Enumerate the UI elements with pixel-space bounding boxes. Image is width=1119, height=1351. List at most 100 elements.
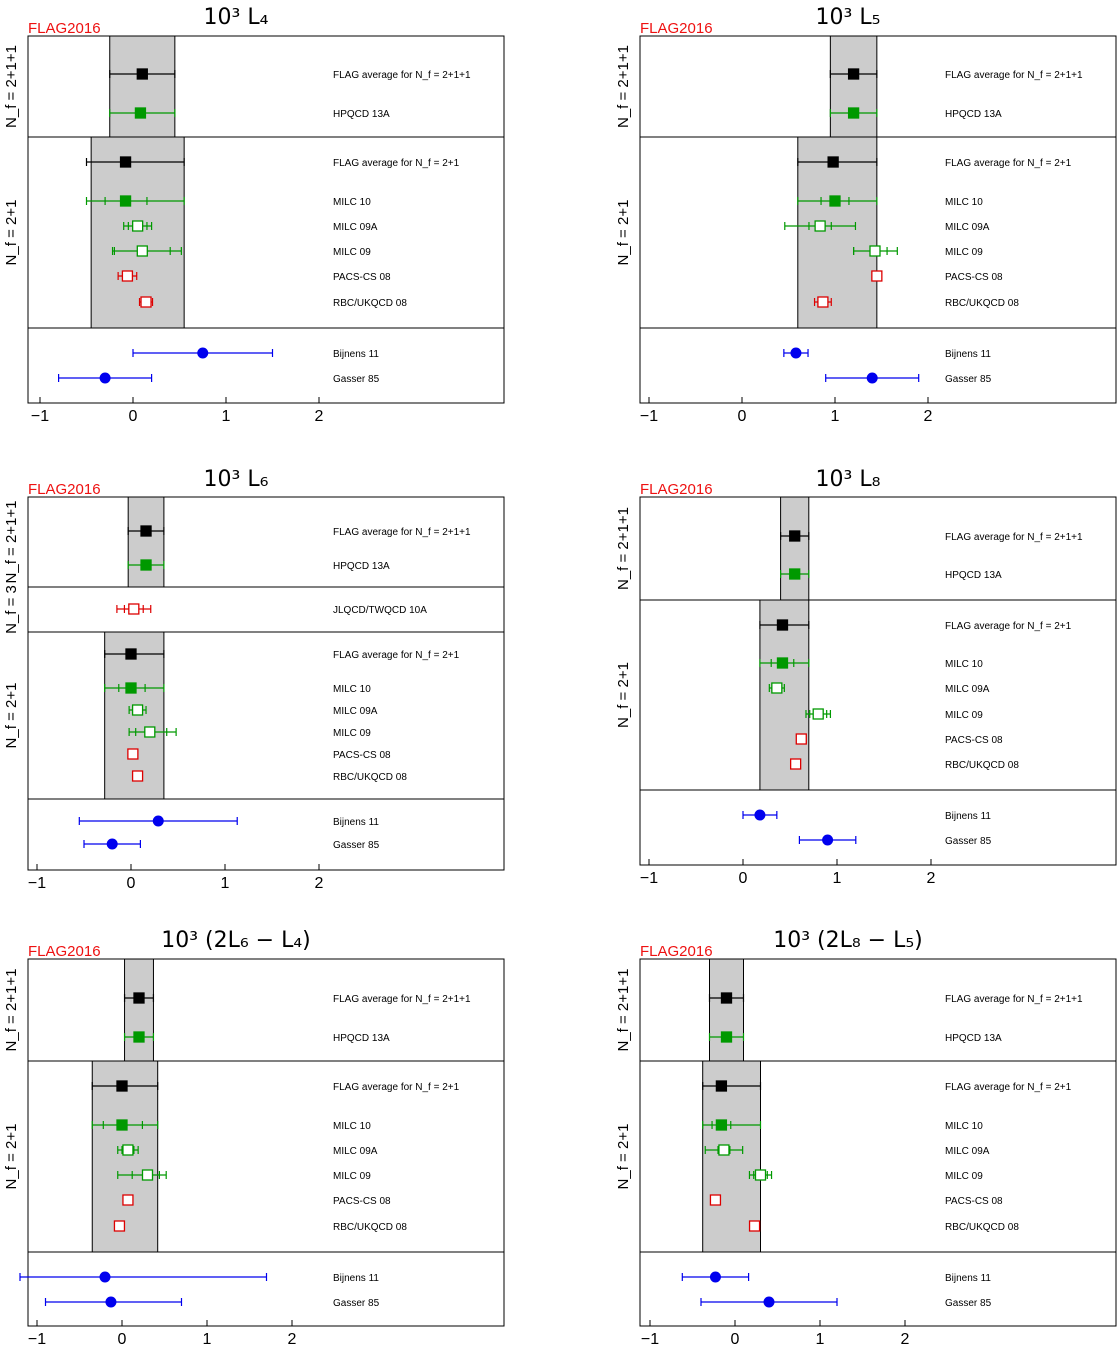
study-label: MILC 10 bbox=[333, 197, 371, 208]
x-tick-label: 0 bbox=[129, 408, 138, 425]
data-point bbox=[152, 815, 164, 827]
plot-frame bbox=[639, 496, 1117, 866]
data-point bbox=[127, 748, 139, 760]
study-label: HPQCD 13A bbox=[333, 1033, 390, 1044]
study-label: MILC 10 bbox=[945, 659, 983, 670]
study-label: PACS-CS 08 bbox=[333, 750, 391, 761]
panel-5: FLAG2016 10³ (2L₆ − L₄) −1 0 1 2 N_f = 2+1+1 N_… bbox=[3, 928, 505, 1348]
study-label: FLAG average for N_f = 2+1 bbox=[945, 158, 1072, 169]
study-label: PACS-CS 08 bbox=[945, 735, 1003, 746]
data-point bbox=[795, 733, 807, 745]
data-point bbox=[812, 708, 824, 720]
study-label: FLAG average for N_f = 2+1 bbox=[333, 158, 460, 169]
data-point bbox=[122, 1144, 134, 1156]
data-point bbox=[119, 195, 132, 207]
data-point bbox=[776, 619, 789, 631]
panel-1: FLAG2016 10³ L₄ −1 0 1 2 N_f = 2+1+1 N_f = 2+1 F… bbox=[3, 5, 505, 425]
study-label: MILC 10 bbox=[333, 684, 371, 695]
plot-frame bbox=[27, 958, 505, 1327]
group-label: N_f = 2+1+1 bbox=[3, 45, 20, 128]
data-point bbox=[822, 834, 834, 846]
study-label: Bijnens 11 bbox=[333, 817, 379, 828]
average-band bbox=[780, 496, 810, 601]
study-label: MILC 10 bbox=[945, 197, 983, 208]
data-point bbox=[715, 1080, 728, 1092]
study-label: FLAG average for N_f = 2+1+1 bbox=[333, 527, 471, 538]
data-point bbox=[140, 525, 152, 537]
study-label: FLAG average for N_f = 2+1+1 bbox=[333, 994, 471, 1005]
average-band bbox=[90, 136, 185, 329]
study-label: RBC/UKQCD 08 bbox=[945, 1222, 1019, 1233]
panel-title: 10³ L₄ bbox=[204, 5, 269, 30]
panel-title: 10³ (2L₆ − L₄) bbox=[161, 928, 311, 953]
data-point bbox=[789, 568, 801, 580]
study-label: FLAG average for N_f = 2+1+1 bbox=[945, 70, 1083, 81]
x-tick-label: 1 bbox=[831, 408, 840, 425]
panel-3: FLAG2016 10³ L₆ −1 0 1 2 N_f = 2+1+1N_f = 3 N_f… bbox=[3, 467, 505, 892]
data-point bbox=[790, 347, 802, 359]
study-label: HPQCD 13A bbox=[945, 570, 1002, 581]
data-point bbox=[99, 1271, 111, 1283]
average-band bbox=[797, 136, 878, 329]
group-label: N_f = 2+1+1 bbox=[615, 45, 632, 128]
study-label: Bijnens 11 bbox=[945, 349, 991, 360]
data-point bbox=[720, 992, 733, 1004]
data-point bbox=[105, 1296, 117, 1308]
study-label: HPQCD 13A bbox=[333, 561, 390, 572]
x-tick-label: 1 bbox=[833, 870, 842, 887]
study-label: Gasser 85 bbox=[333, 840, 380, 851]
panel-title: 10³ L₈ bbox=[816, 467, 881, 492]
study-label: FLAG average for N_f = 2+1 bbox=[945, 1082, 1072, 1093]
group-label: N_f = 2+1 bbox=[615, 200, 632, 266]
panel-title: 10³ L₆ bbox=[204, 467, 269, 492]
study-label: PACS-CS 08 bbox=[333, 272, 391, 283]
data-point bbox=[131, 770, 144, 782]
panel-2: FLAG2016 10³ L₅ −1 0 1 2 N_f = 2+1+1 N_f = 2+1 F… bbox=[615, 5, 1117, 425]
study-label: JLQCD/TWQCD 10A bbox=[333, 605, 427, 616]
data-point bbox=[140, 296, 152, 308]
flag-watermark: FLAG2016 bbox=[640, 20, 713, 37]
data-point bbox=[817, 296, 829, 308]
data-point bbox=[866, 372, 878, 384]
study-label: MILC 09A bbox=[945, 684, 990, 695]
group-label: N_f = 3 bbox=[3, 585, 20, 634]
study-label: MILC 09A bbox=[945, 222, 990, 233]
panel-title: 10³ L₅ bbox=[816, 5, 881, 30]
data-point bbox=[754, 1169, 767, 1181]
group-label: N_f = 2+1+1 bbox=[3, 501, 20, 584]
average-band bbox=[109, 35, 176, 138]
data-point bbox=[715, 1119, 728, 1131]
study-label: FLAG average for N_f = 2+1 bbox=[333, 1082, 460, 1093]
group-label: N_f = 2+1+1 bbox=[615, 969, 632, 1052]
study-label: MILC 10 bbox=[333, 1121, 371, 1132]
data-point bbox=[125, 682, 137, 694]
x-tick-label: 2 bbox=[927, 870, 936, 887]
data-point bbox=[116, 1119, 128, 1131]
study-label: FLAG average for N_f = 2+1+1 bbox=[945, 532, 1083, 543]
group-label: N_f = 2+1 bbox=[3, 200, 20, 266]
data-point bbox=[847, 68, 860, 80]
study-label: RBC/UKQCD 08 bbox=[945, 760, 1019, 771]
data-point bbox=[128, 603, 140, 615]
group-label: N_f = 2+1 bbox=[615, 662, 632, 728]
panel-6: FLAG2016 10³ (2L₈ − L₅) −1 0 1 2 N_f = 2+1+1 N_… bbox=[615, 928, 1117, 1348]
x-tick-label: −1 bbox=[640, 408, 658, 425]
data-point bbox=[131, 220, 144, 232]
data-point bbox=[827, 156, 839, 168]
data-point bbox=[748, 1220, 761, 1232]
x-tick-label: −1 bbox=[28, 875, 46, 892]
x-tick-label: 2 bbox=[924, 408, 933, 425]
data-point bbox=[144, 726, 156, 738]
data-point bbox=[113, 1220, 126, 1232]
data-point bbox=[814, 220, 826, 232]
data-point bbox=[116, 1080, 128, 1092]
study-label: RBC/UKQCD 08 bbox=[945, 298, 1019, 309]
study-label: RBC/UKQCD 08 bbox=[333, 772, 407, 783]
study-label: Gasser 85 bbox=[945, 1298, 992, 1309]
group-label: N_f = 2+1+1 bbox=[3, 969, 20, 1052]
panel-4: FLAG2016 10³ L₈ −1 0 1 2 N_f = 2+1+1 N_f = 2+1 F… bbox=[615, 467, 1117, 887]
average-band bbox=[127, 496, 165, 588]
study-label: FLAG average for N_f = 2+1+1 bbox=[333, 70, 471, 81]
x-tick-label: 1 bbox=[221, 875, 230, 892]
